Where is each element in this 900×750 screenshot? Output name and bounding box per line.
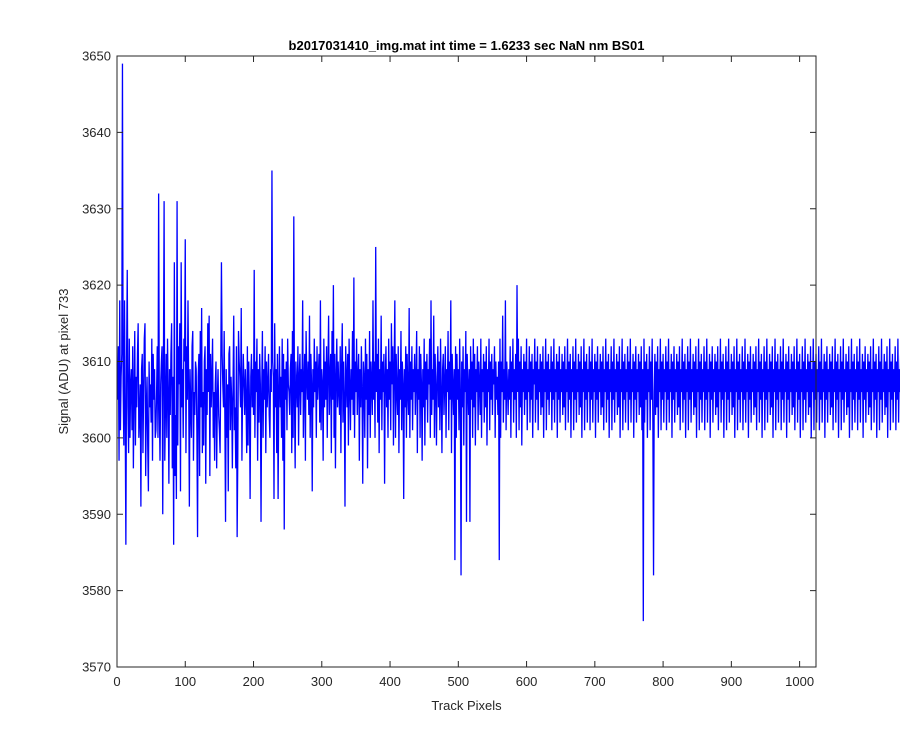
y-axis-label: Signal (ADU) at pixel 733 [56, 289, 71, 435]
axes-layer: 0 100 200 300 400 500 600 700 800 900 1000 3570 3580… [82, 49, 816, 689]
x-tick-label: 400 [379, 674, 401, 689]
x-tick-label: 600 [516, 674, 538, 689]
series-line-0 [117, 63, 900, 622]
y-tick-label: 3610 [82, 354, 111, 369]
chart-title: b2017031410_img.mat int time = 1.6233 se… [289, 38, 645, 53]
y-tick-label: 3580 [82, 583, 111, 598]
y-tick-label: 3600 [82, 430, 111, 445]
axes-box [116, 55, 817, 668]
y-tick-label: 3570 [82, 660, 111, 675]
y-tick-label: 3620 [82, 278, 111, 293]
y-tick-label: 3630 [82, 201, 111, 216]
y-tick-label: 3650 [82, 49, 111, 64]
x-tick-label: 900 [721, 674, 743, 689]
x-tick-label: 300 [311, 674, 333, 689]
data-layer [117, 63, 900, 622]
x-tick-label: 1000 [785, 674, 814, 689]
x-tick-label: 100 [174, 674, 196, 689]
x-tick-label: 700 [584, 674, 606, 689]
x-tick-label: 500 [447, 674, 469, 689]
x-axis-label: Track Pixels [431, 698, 502, 713]
y-tick-label: 3590 [82, 507, 111, 522]
x-tick-label: 0 [113, 674, 120, 689]
x-tick-label: 200 [243, 674, 265, 689]
x-tick-label: 800 [652, 674, 674, 689]
y-tick-label: 3640 [82, 125, 111, 140]
